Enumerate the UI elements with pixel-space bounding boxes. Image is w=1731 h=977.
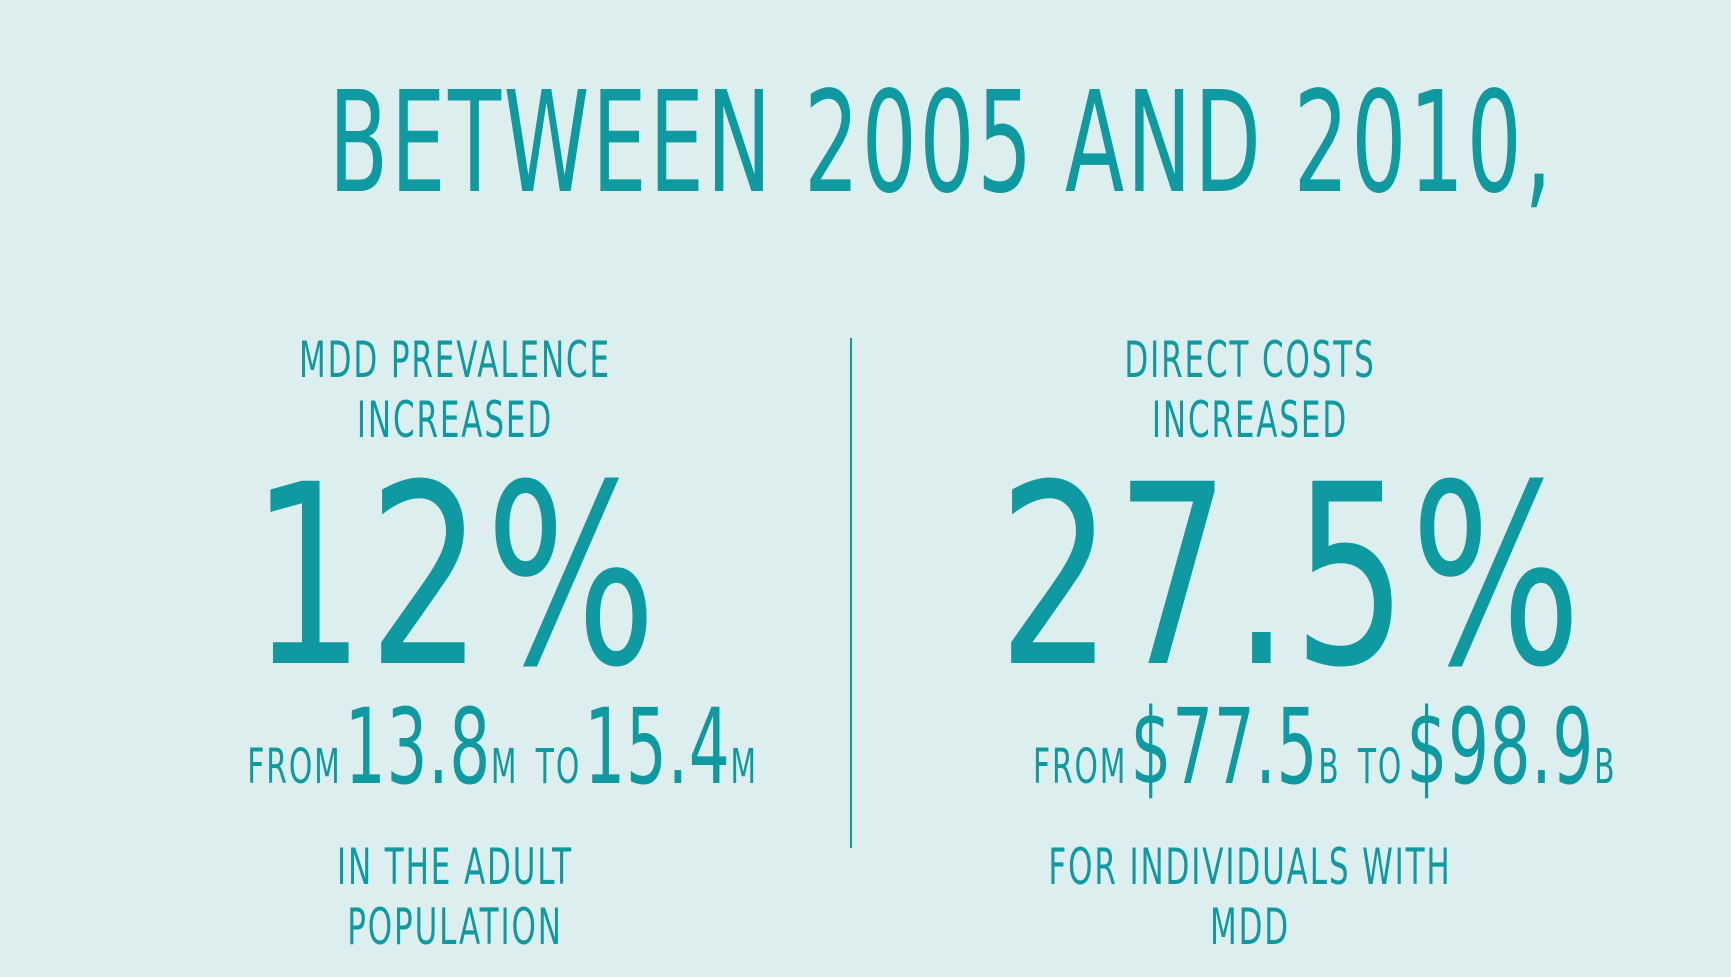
prevalence-range: FROM 13.8M TO 15.4M [247, 692, 756, 833]
prevalence-to-value: 15.4 [584, 686, 731, 808]
prevalence-label: MDD PREVALENCE INCREASED [299, 331, 611, 449]
prevalence-percent: 12% [250, 431, 660, 722]
vertical-divider [850, 338, 852, 848]
costs-to-unit: B [1594, 739, 1615, 795]
prevalence-from-unit: M [490, 739, 517, 795]
costs-from-word: FROM [1033, 739, 1128, 795]
costs-caption: FOR INDIVIDUALS WITH MDD [1048, 838, 1452, 956]
costs-to-word: TO [1357, 739, 1404, 795]
costs-from-unit: B [1318, 739, 1339, 795]
prevalence-from-word: FROM [247, 739, 342, 795]
costs-label: DIRECT COSTS INCREASED [1124, 331, 1376, 449]
prevalence-to-word: TO [535, 739, 582, 795]
headline: BETWEEN 2005 AND 2010, [328, 62, 1555, 225]
costs-panel: DIRECT COSTS INCREASED 27.5% FROM $77.5B… [900, 330, 1614, 957]
prevalence-from-value: 13.8 [344, 686, 491, 808]
prevalence-to-unit: M [730, 739, 757, 795]
prevalence-caption: IN THE ADULT POPULATION [337, 838, 573, 956]
costs-percent: 27.5% [998, 431, 1585, 722]
costs-range: FROM $77.5B TO $98.9B [1033, 692, 1614, 833]
costs-to-value: $98.9 [1406, 686, 1595, 808]
costs-from-value: $77.5 [1130, 686, 1319, 808]
prevalence-panel: MDD PREVALENCE INCREASED 12% FROM 13.8M … [120, 330, 790, 957]
